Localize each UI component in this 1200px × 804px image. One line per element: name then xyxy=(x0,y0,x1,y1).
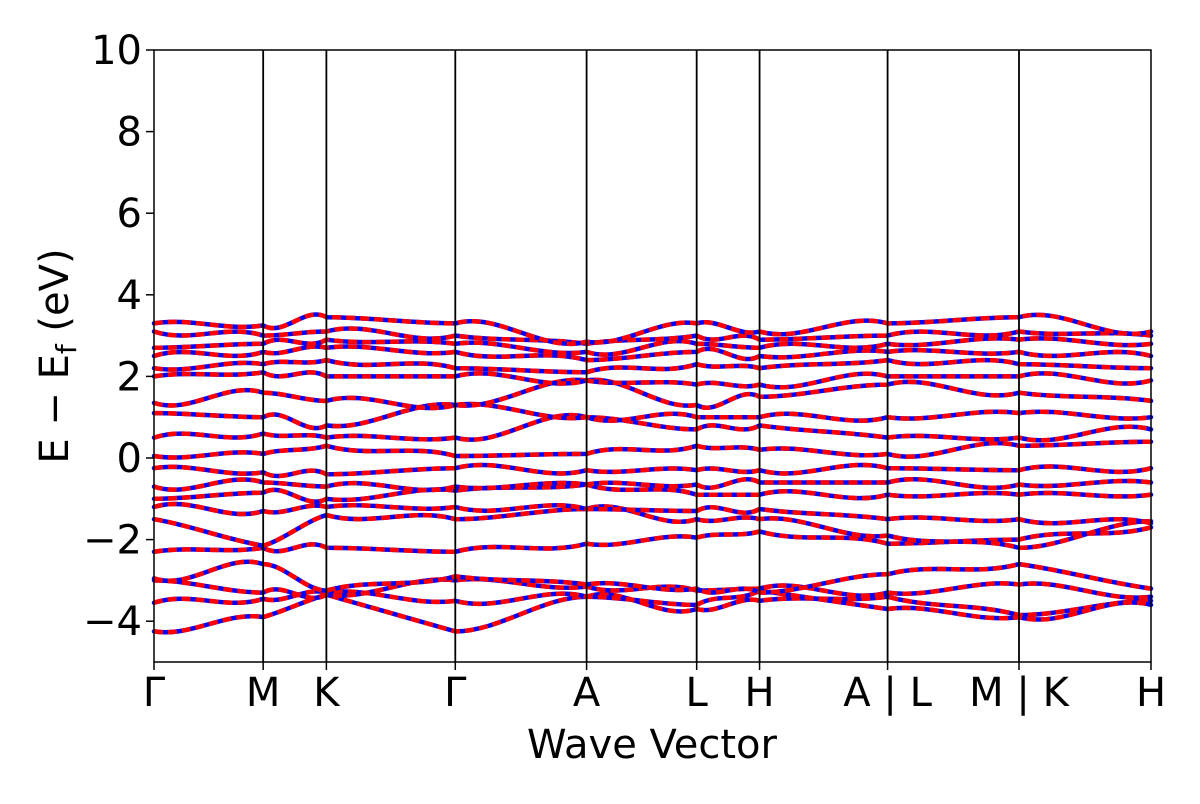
y-ticks: −4 −2 0 2 4 6 8 10 xyxy=(83,28,154,645)
x-tick-label: Γ xyxy=(444,670,467,716)
x-tick-label: M | K xyxy=(969,670,1070,716)
band-b9-spin-down xyxy=(153,477,1152,493)
band-b12-spin-down xyxy=(153,413,1152,443)
band-b10-spin-down xyxy=(153,462,1152,479)
y-axis-label: E − Ef (eV) xyxy=(32,248,83,463)
band-b16-spin-down xyxy=(153,357,1152,375)
band-b11-spin-up xyxy=(151,439,1154,460)
y-tick-label: 2 xyxy=(117,354,142,400)
band-b17-spin-down xyxy=(153,344,1152,363)
band-b4-spin-down xyxy=(153,559,1152,595)
band-b18-spin-down xyxy=(153,336,1152,357)
x-tick-label: A xyxy=(573,670,601,716)
x-tick-label: M xyxy=(246,670,281,716)
kpoint-lines xyxy=(262,50,1020,662)
y-tick-label: 0 xyxy=(117,436,142,482)
band-b17-spin-up xyxy=(151,344,1154,363)
y-axis-label-unit: (eV) xyxy=(32,248,78,344)
band-b6-spin-down xyxy=(153,504,1152,551)
band-b2-spin-down xyxy=(153,588,1152,622)
x-tick-label: H xyxy=(1136,670,1166,716)
y-tick-label: 6 xyxy=(117,191,142,237)
bands-layer xyxy=(151,312,1154,635)
x-tick-label: H xyxy=(745,670,775,716)
y-tick-label: 8 xyxy=(117,110,142,156)
y-tick-label: −4 xyxy=(83,599,142,645)
y-tick-label: −2 xyxy=(83,518,142,564)
x-axis-label: Wave Vector xyxy=(527,722,778,768)
band-b1-spin-down xyxy=(153,592,1152,635)
band-b19-spin-down xyxy=(153,326,1152,347)
x-tick-label: A | L xyxy=(843,670,932,716)
band-b14-spin-down xyxy=(153,377,1152,411)
y-axis-label-main: E − E xyxy=(32,354,78,464)
band-b7-spin-up xyxy=(151,501,1154,526)
x-tick-label: K xyxy=(313,670,341,716)
y-axis-label-sub: f xyxy=(50,343,83,354)
band-b7-spin-down xyxy=(153,501,1152,526)
y-tick-label: 10 xyxy=(91,28,142,74)
band-b20-spin-down xyxy=(153,312,1152,347)
band-b5-spin-up xyxy=(151,525,1154,555)
band-b8-spin-down xyxy=(153,482,1152,504)
x-tick-label: L xyxy=(686,670,709,716)
band-b12-spin-up xyxy=(151,413,1154,443)
band-b3-spin-down xyxy=(153,576,1152,601)
band-b15-spin-up xyxy=(151,369,1154,390)
band-b10-spin-up xyxy=(151,462,1154,479)
x-tick-label: Γ xyxy=(143,670,166,716)
y-tick-label: 4 xyxy=(117,273,142,319)
band-b15-spin-down xyxy=(153,369,1152,390)
band-b13-spin-down xyxy=(153,401,1152,431)
band-b16-spin-up xyxy=(151,357,1154,375)
plot-frame xyxy=(153,49,1152,663)
